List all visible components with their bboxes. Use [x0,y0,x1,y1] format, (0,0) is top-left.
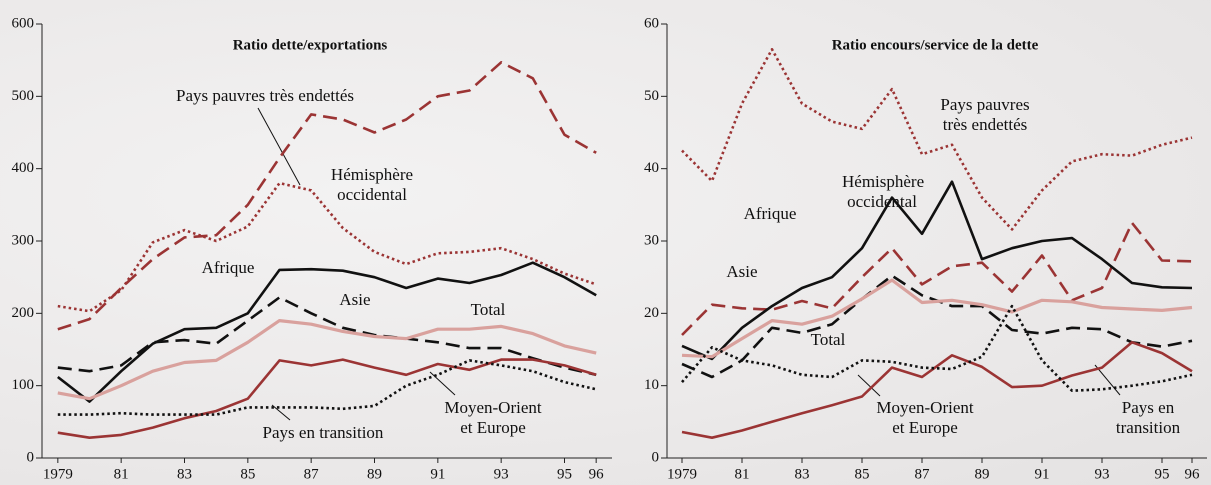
series-label: Hémisphère occidental [322,165,422,204]
page: 0100200300400500600197981838587899193959… [0,0,1211,485]
x-tick-label: 95 [557,466,572,482]
series-line [682,49,1192,229]
series-line [682,276,1192,377]
x-tick-label: 1979 [667,466,697,482]
series-label: Pays en transition [1108,398,1188,437]
y-tick-label: 0 [652,449,660,465]
series-label: Pays en transition [223,423,423,443]
x-tick-label: 83 [795,466,810,482]
x-tick-label: 89 [367,466,382,482]
x-tick-label: 91 [1035,466,1050,482]
x-tick-label: 96 [1185,466,1201,482]
x-tick-label: 81 [114,466,129,482]
x-tick-label: 96 [589,466,605,482]
chart-title: Ratio dette/exportations [233,37,388,53]
series-label: Afrique [713,204,828,224]
series-label: Total [798,330,858,350]
series-label: Moyen-Orient et Europe [438,398,548,437]
y-tick-label: 20 [644,305,659,321]
x-tick-label: 95 [1155,466,1170,482]
x-tick-label: 1979 [43,466,73,482]
x-tick-label: 91 [430,466,445,482]
x-tick-label: 89 [975,466,990,482]
series-label: Asie [712,262,772,282]
y-tick-label: 0 [27,449,35,465]
x-tick-label: 85 [855,466,870,482]
y-tick-label: 50 [644,88,659,104]
y-tick-label: 100 [12,377,35,393]
y-tick-label: 500 [12,88,35,104]
series-label: Pays pauvres très endettés [935,95,1035,134]
chart: 0100200300400500600197981838587899193959… [0,0,1211,485]
y-tick-label: 30 [644,232,659,248]
series-label: Hémisphère occidental [842,172,922,211]
series-label: Asie [325,290,385,310]
x-tick-label: 87 [304,466,320,482]
chart-title: Ratio encours/service de la dette [832,37,1039,53]
leader-line [858,375,880,396]
leader-line [272,405,290,420]
series-label: Pays pauvres très endettés [135,86,395,106]
series-label: Moyen-Orient et Europe [870,398,980,437]
x-tick-label: 81 [735,466,750,482]
y-tick-label: 300 [12,232,35,248]
series-line [58,263,596,402]
leader-line [258,108,300,185]
x-tick-label: 93 [494,466,509,482]
y-tick-label: 40 [644,160,659,176]
x-tick-label: 85 [240,466,255,482]
series-line [682,306,1192,391]
y-tick-label: 60 [644,15,659,31]
y-tick-label: 200 [12,305,35,321]
y-tick-label: 10 [644,377,659,393]
x-tick-label: 87 [915,466,931,482]
y-tick-label: 600 [12,15,35,31]
x-tick-label: 83 [177,466,192,482]
leader-line [430,372,455,395]
series-label: Afrique [188,258,268,278]
series-label: Total [458,300,518,320]
series-line [682,280,1192,357]
y-tick-label: 400 [12,160,35,176]
x-tick-label: 93 [1095,466,1110,482]
